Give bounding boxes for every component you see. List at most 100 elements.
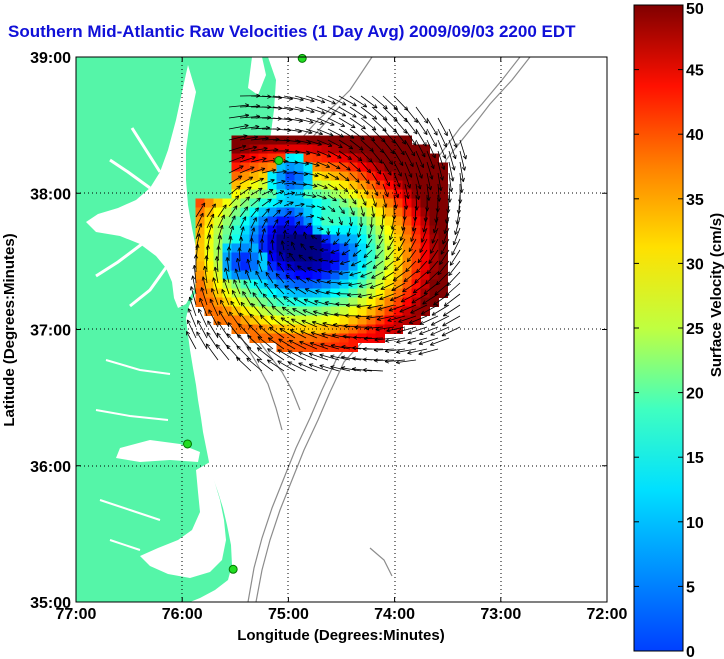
velocity-cell: [438, 207, 448, 217]
velocity-cell: [258, 153, 268, 163]
velocity-cell: [285, 234, 295, 244]
velocity-cell: [258, 315, 268, 325]
velocity-cell: [285, 288, 295, 298]
velocity-arrow: [206, 332, 219, 350]
velocity-arrow: [205, 244, 211, 262]
velocity-cell: [312, 225, 322, 235]
velocity-cell: [204, 252, 214, 262]
velocity-arrow: [234, 268, 241, 284]
velocity-arrow: [338, 271, 351, 276]
velocity-arrow: [285, 274, 296, 284]
velocity-arrow: [221, 289, 230, 306]
velocity-arrow: [401, 216, 406, 231]
velocity-cell: [348, 288, 358, 298]
velocity-arrow: [281, 306, 296, 317]
velocity-arrow: [338, 139, 354, 150]
velocity-arrow: [429, 337, 450, 346]
velocity-arrow: [251, 302, 263, 317]
velocity-arrow: [389, 293, 406, 302]
velocity-cell: [303, 279, 313, 289]
velocity-cell: [258, 279, 268, 289]
velocity-arrow: [367, 304, 384, 310]
map-plot-area[interactable]: [75, 53, 608, 603]
velocity-cell: [312, 189, 322, 199]
velocity-arrow: [393, 183, 400, 199]
velocity-cell: [348, 306, 358, 316]
velocity-arrow: [309, 341, 329, 350]
velocity-arrow: [349, 172, 360, 183]
velocity-arrow: [216, 344, 230, 361]
velocity-arrow: [415, 139, 426, 158]
velocity-arrow: [326, 280, 340, 285]
velocity-arrow: [316, 194, 327, 200]
velocity-arrow: [294, 202, 305, 207]
velocity-arrow: [212, 277, 219, 295]
velocity-cell: [438, 198, 448, 208]
velocity-cell: [195, 234, 205, 244]
velocity-cell: [231, 135, 241, 145]
velocity-cell: [366, 171, 376, 181]
velocity-cell: [213, 216, 223, 226]
velocity-arrow: [385, 337, 406, 343]
velocity-cell: [321, 234, 331, 244]
velocity-cell: [375, 261, 385, 271]
velocity-cell: [402, 198, 412, 208]
velocity-cell: [195, 252, 205, 262]
velocity-cell: [420, 180, 430, 190]
velocity-arrow: [316, 226, 324, 231]
velocity-arrow: [430, 326, 450, 336]
velocity-arrow: [287, 350, 307, 361]
velocity-arrow: [236, 356, 252, 372]
velocity-cell: [303, 342, 313, 352]
velocity-cell: [348, 315, 358, 325]
velocity-arrow: [381, 205, 386, 219]
velocity-arrow: [187, 308, 197, 328]
velocity-cell: [402, 270, 412, 280]
velocity-cell: [366, 243, 376, 253]
velocity-cell: [276, 171, 286, 181]
velocity-arrow: [391, 282, 406, 292]
velocity-cell: [231, 216, 241, 226]
velocity-arrow: [415, 106, 429, 124]
velocity-arrow: [448, 161, 455, 182]
velocity-arrow: [448, 139, 457, 160]
velocity-arrow: [284, 285, 296, 295]
velocity-cell: [330, 171, 340, 181]
velocity-arrow: [374, 249, 384, 260]
velocity-cell: [357, 162, 367, 172]
velocity-arrow: [426, 172, 433, 191]
colorbar-tick-label: 40: [686, 127, 704, 144]
velocity-cell: [312, 288, 322, 298]
velocity-cell: [375, 153, 385, 163]
velocity-arrow: [405, 260, 417, 273]
velocity-arrow: [302, 309, 318, 317]
velocity-cell: [348, 243, 358, 253]
velocity-arrow: [245, 269, 252, 284]
velocity-arrow: [338, 161, 351, 171]
velocity-arrow: [399, 304, 417, 313]
velocity-cell: [411, 261, 421, 271]
velocity-cell: [402, 306, 412, 316]
velocity-cell: [375, 162, 385, 172]
velocity-arrow: [272, 294, 285, 306]
velocity-cell: [285, 216, 295, 226]
velocity-cell: [330, 144, 340, 154]
velocity-cell: [366, 153, 376, 163]
velocity-cell: [222, 306, 232, 316]
velocity-cell: [366, 288, 376, 298]
velocity-arrow: [338, 95, 357, 107]
velocity-cell: [285, 270, 295, 280]
velocity-arrow: [379, 293, 395, 301]
velocity-arrow: [426, 128, 437, 147]
velocity-arrow: [360, 161, 372, 174]
radar-sites: [183, 53, 307, 574]
velocity-arrow: [423, 282, 439, 295]
velocity-arrow: [371, 205, 376, 218]
velocity-cell: [285, 315, 295, 325]
velocity-cell: [312, 324, 322, 334]
velocity-arrow: [209, 298, 219, 317]
velocity-arrow: [354, 325, 373, 330]
velocity-cell: [285, 153, 295, 163]
velocity-cell: [330, 162, 340, 172]
velocity-arrow: [371, 194, 377, 207]
